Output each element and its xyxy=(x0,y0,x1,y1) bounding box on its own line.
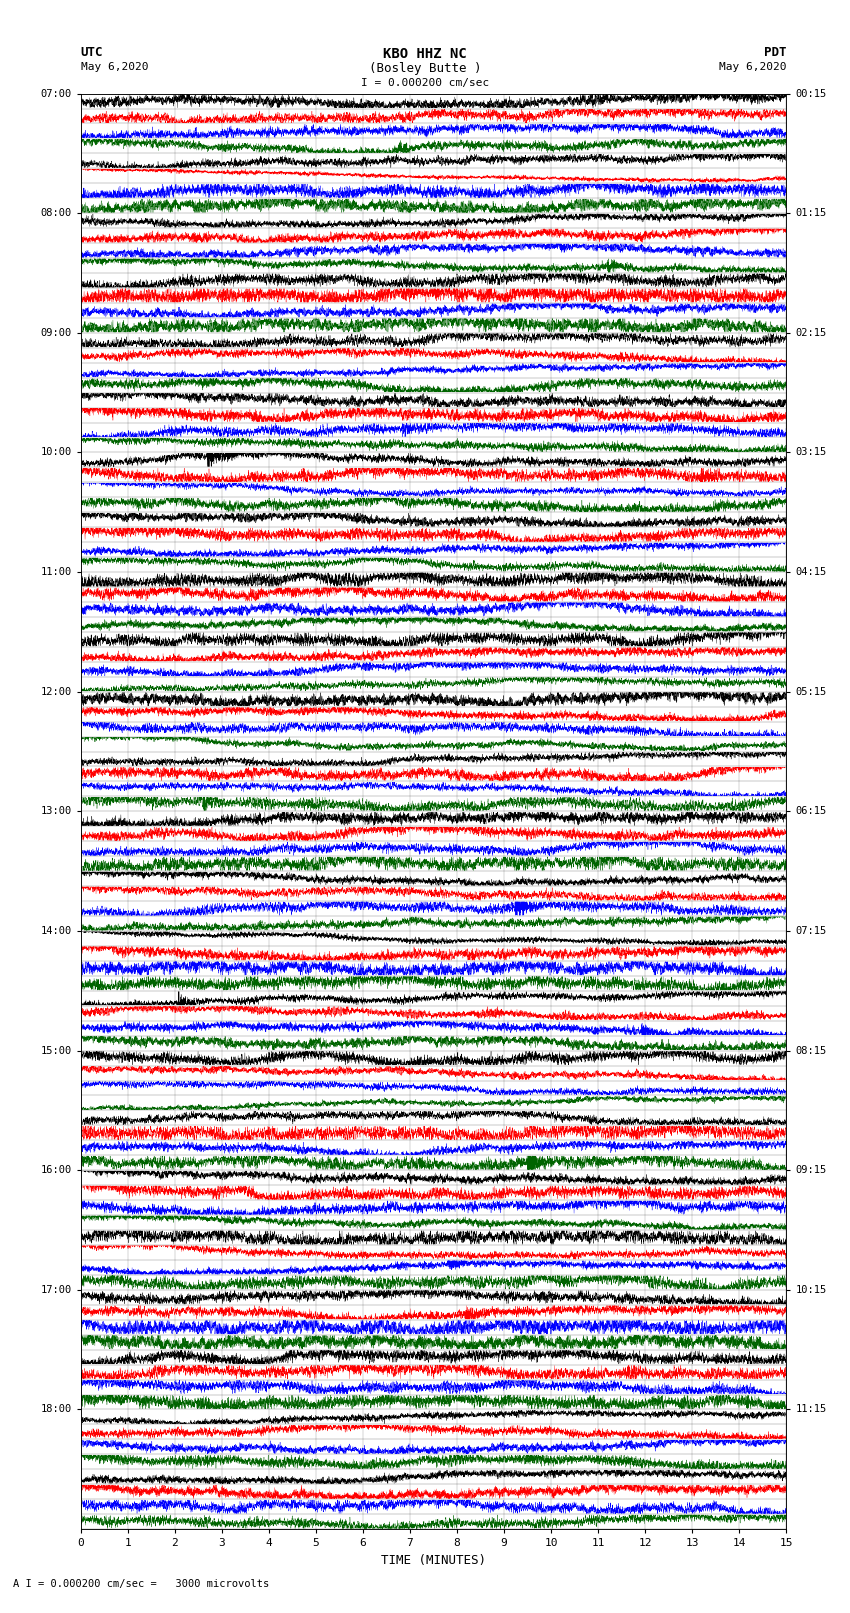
Text: KBO HHZ NC: KBO HHZ NC xyxy=(383,47,467,61)
Text: UTC: UTC xyxy=(81,45,103,60)
Text: May 6,2020: May 6,2020 xyxy=(81,61,148,73)
Text: (Bosley Butte ): (Bosley Butte ) xyxy=(369,61,481,76)
Text: PDT: PDT xyxy=(764,45,786,60)
X-axis label: TIME (MINUTES): TIME (MINUTES) xyxy=(381,1553,486,1566)
Text: I = 0.000200 cm/sec: I = 0.000200 cm/sec xyxy=(361,77,489,87)
Text: A I = 0.000200 cm/sec =   3000 microvolts: A I = 0.000200 cm/sec = 3000 microvolts xyxy=(13,1579,269,1589)
Text: May 6,2020: May 6,2020 xyxy=(719,61,786,73)
